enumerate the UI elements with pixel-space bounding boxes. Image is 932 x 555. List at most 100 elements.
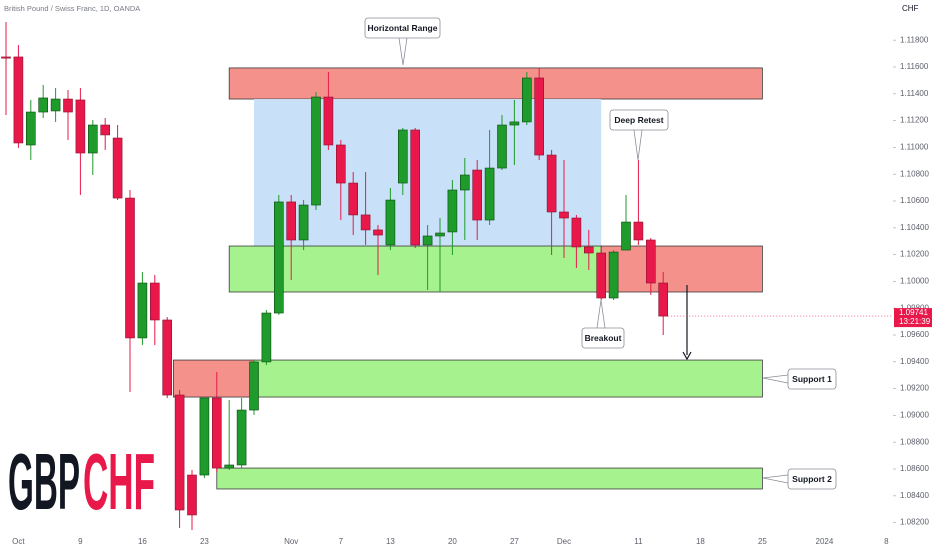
candle-body	[236, 409, 247, 466]
candle-body	[360, 214, 371, 231]
candle-body	[435, 232, 445, 237]
y-tick-label: 1.09000	[900, 411, 929, 420]
candle-body	[373, 229, 383, 236]
y-tick-label: 1.09600	[900, 330, 929, 339]
symbol-left: GBP	[8, 437, 80, 526]
y-tick-label: 1.09400	[900, 357, 929, 366]
zone	[172, 359, 255, 398]
candle-body	[484, 167, 495, 221]
callout-box	[787, 468, 837, 490]
candle-body	[571, 217, 582, 248]
candle-body	[335, 144, 346, 184]
y-tick-label: 1.09800	[900, 303, 929, 312]
candle-body	[199, 397, 210, 476]
candle-body	[621, 221, 631, 251]
candle-body	[497, 124, 507, 169]
candle-body	[459, 174, 470, 191]
callout-box	[787, 368, 837, 390]
candle-body	[311, 96, 321, 206]
symbol-right: CHF	[83, 437, 155, 526]
candle-body	[633, 221, 644, 241]
x-tick-label: 23	[200, 537, 209, 546]
overlay: Horizontal Range Deep Retest Breakout Suppo…	[364, 17, 837, 490]
y-tick-label: 1.11600	[900, 62, 929, 71]
candle-body	[447, 189, 458, 233]
candle-body	[25, 111, 36, 146]
candle-body	[112, 137, 123, 199]
candle-body	[50, 98, 61, 112]
candle-body	[249, 361, 259, 411]
x-tick-label: Oct	[12, 537, 25, 546]
candles	[1, 21, 669, 530]
candle-body	[38, 97, 49, 113]
zone	[253, 359, 763, 398]
zone	[228, 245, 602, 293]
zones	[172, 67, 763, 490]
candle-body	[509, 121, 520, 126]
candle-body	[658, 282, 669, 317]
x-tick-label: Nov	[284, 537, 298, 546]
x-tick-label: 27	[510, 537, 519, 546]
zone	[228, 67, 763, 100]
callout-box	[581, 327, 625, 349]
callout-label: Deep Retest	[614, 115, 663, 125]
arrow-head	[682, 351, 692, 361]
y-tick-label: 1.08800	[900, 437, 929, 446]
x-tick-label: 7	[339, 537, 344, 546]
callout-pointer	[398, 37, 408, 66]
candle-body	[298, 204, 309, 241]
candle-body	[137, 282, 148, 339]
currency: CHF	[902, 4, 919, 13]
callout-pointer	[596, 299, 606, 329]
candle-body	[1, 56, 11, 59]
candle-body	[162, 319, 172, 396]
callout-pointer	[762, 374, 789, 384]
callout-label: Horizontal Range	[368, 23, 438, 33]
candle-body	[583, 246, 594, 254]
candle-body	[88, 124, 98, 154]
zone	[600, 245, 763, 293]
price-axis	[893, 0, 932, 550]
candle-body	[100, 124, 110, 136]
x-tick-label: Dec	[557, 537, 571, 546]
candle-body	[286, 201, 297, 241]
candle-body	[348, 182, 359, 216]
candle-body	[559, 211, 569, 219]
candle-body	[472, 169, 483, 221]
x-tick-label: 18	[696, 537, 705, 546]
candle-body	[63, 98, 73, 113]
candle-body	[534, 77, 545, 156]
x-tick-label: 13	[386, 537, 395, 546]
candle-body	[261, 312, 272, 363]
callout-box	[609, 109, 669, 131]
x-tick-label: 9	[78, 537, 83, 546]
y-tick-label: 1.08400	[900, 491, 929, 500]
candle-body	[385, 199, 396, 246]
candle-body	[150, 282, 160, 321]
candle-body	[13, 56, 24, 144]
y-tick-label: 1.09200	[900, 384, 929, 393]
y-tick-label: 1.08600	[900, 464, 929, 473]
candle-body	[546, 154, 557, 213]
y-tick-label: 1.11800	[900, 35, 929, 44]
countdown-label: 13:21:39	[899, 317, 931, 326]
y-tick-label: 1.10400	[900, 223, 929, 232]
y-tick-label: 1.10600	[900, 196, 929, 205]
callout-label: Support 2	[792, 474, 832, 484]
axes: Oct 9 16 23 Nov 7 13 20 27 Dec 11 18 25 2024 8 1.08200 1…	[12, 35, 932, 546]
zone	[216, 467, 763, 490]
candle-body	[521, 77, 532, 123]
x-tick-label: 11	[634, 537, 643, 546]
y-tick-label: 1.11400	[900, 89, 929, 98]
candle-body	[645, 239, 656, 284]
candle-body	[212, 397, 222, 469]
x-tick-label: 20	[448, 537, 457, 546]
y-tick-label: 1.08200	[900, 518, 929, 527]
candle-body	[187, 474, 197, 516]
y-tick-label: 1.11200	[900, 116, 929, 125]
y-tick-label: 1.10200	[900, 250, 929, 259]
last-price-label: 1.09741	[899, 308, 928, 317]
candle-body	[125, 197, 135, 339]
candle-body	[323, 96, 334, 146]
